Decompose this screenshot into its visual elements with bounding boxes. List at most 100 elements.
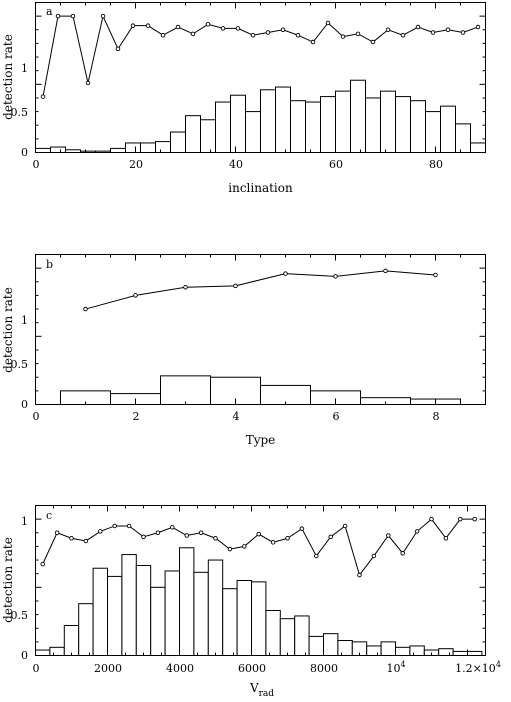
- histogram-bar: [410, 100, 426, 153]
- panel-b-label: b: [46, 258, 53, 271]
- detection-rate-point: [400, 550, 405, 556]
- histogram-bar: [179, 547, 195, 656]
- panel-b-y-tick-label: 0: [21, 398, 28, 411]
- detection-rate-point: [112, 523, 117, 529]
- detection-rate-point: [414, 529, 420, 534]
- detection-rate-point: [69, 535, 74, 541]
- detection-rate-point: [371, 553, 377, 559]
- detection-rate-line: [42, 518, 475, 577]
- histogram-bar: [236, 580, 253, 656]
- detection-rate-point: [256, 531, 261, 537]
- detection-rate-point: [475, 24, 481, 30]
- histogram-bar: [275, 86, 291, 153]
- panel-a-x-tick-label: 40: [229, 158, 243, 171]
- panel-b-x-tick-label: 2: [133, 410, 140, 423]
- detection-rate-point: [54, 530, 60, 536]
- panel-c: c Vrad detection rate 0 0.5 1 0 2000 400…: [1, 505, 501, 699]
- detection-rate-point: [472, 516, 477, 522]
- detection-rate-point: [83, 306, 88, 312]
- histogram-bar: [350, 79, 366, 153]
- histogram-bar: [470, 142, 486, 153]
- histogram-bar: [135, 565, 152, 656]
- histogram-bar: [335, 90, 351, 153]
- panel-c-x-tick-label: 2000: [94, 662, 122, 675]
- panel-a-x-tick-label: 20: [129, 158, 143, 171]
- panel-c-y-tick-label: 1: [21, 515, 28, 528]
- detection-rate-point: [355, 31, 361, 37]
- detection-rate-point: [370, 39, 376, 45]
- panel-a-x-tick-label: 80: [429, 158, 443, 171]
- detection-rate-point: [460, 30, 466, 35]
- detection-rate-point: [183, 284, 188, 290]
- panel-c-x-tick-label: 1.2×104: [455, 660, 501, 675]
- detection-rate-point: [220, 26, 226, 31]
- detection-rate-point: [70, 13, 76, 19]
- detection-rate-point: [233, 283, 238, 289]
- histogram-bar: [337, 640, 353, 656]
- histogram-bar: [49, 646, 65, 656]
- histogram-bar: [294, 615, 310, 656]
- detection-rate-point: [357, 572, 362, 578]
- detection-rate-point: [126, 523, 132, 529]
- histogram-bar: [121, 554, 137, 656]
- panel-b-marks: [60, 268, 461, 406]
- panel-c-x-tick-label: 104: [386, 660, 405, 675]
- panel-b-y-tick-label: 1: [21, 314, 28, 327]
- histogram-bar: [35, 147, 51, 153]
- detection-rate-point: [190, 31, 196, 37]
- detection-rate-point: [155, 530, 161, 536]
- detection-rate-point: [265, 30, 271, 35]
- detection-rate-point: [175, 24, 181, 30]
- histogram-bar: [170, 131, 186, 154]
- panel-c-frame: [35, 505, 486, 656]
- panel-c-x-tick-label: 8000: [310, 662, 338, 675]
- detection-rate-point: [198, 530, 204, 536]
- detection-rate-point: [280, 27, 286, 33]
- panel-c-x-tick-label: 4000: [166, 662, 194, 675]
- detection-rate-point: [213, 535, 218, 541]
- histogram-bar: [222, 588, 238, 657]
- detection-rate-point: [235, 26, 241, 31]
- panel-c-x-tick-label: 6000: [238, 662, 266, 675]
- detection-rate-point: [383, 268, 388, 274]
- histogram-bar: [290, 100, 306, 153]
- detection-rate-line: [42, 14, 479, 97]
- histogram-bar: [107, 575, 123, 657]
- histogram-bar: [323, 633, 339, 657]
- detection-rate-point: [98, 529, 103, 534]
- detection-rate-point: [314, 553, 319, 559]
- histogram-bar: [50, 146, 66, 154]
- histogram-bar: [125, 142, 141, 153]
- panel-a-y-tick-label: 0: [21, 146, 28, 159]
- histogram-bar: [200, 119, 216, 153]
- histogram-bar: [110, 147, 126, 153]
- histogram-bar: [425, 111, 441, 154]
- detection-rate-point: [160, 32, 166, 38]
- panel-c-y-tick-label: 0: [21, 649, 28, 662]
- detection-rate-point: [141, 534, 146, 540]
- histogram-bar: [185, 115, 201, 153]
- detection-rate-point: [328, 534, 333, 540]
- histogram-bar: [409, 645, 425, 656]
- detection-rate-point: [400, 32, 406, 38]
- panel-a-x-tick-label: 0: [33, 158, 40, 171]
- histogram-bar: [140, 142, 156, 153]
- histogram-bar: [164, 570, 181, 656]
- histogram-bar: [365, 97, 381, 153]
- detection-rate-point: [227, 546, 233, 552]
- detection-rate-point: [115, 46, 121, 52]
- histogram-bar: [265, 610, 281, 656]
- detection-rate-point: [250, 32, 256, 38]
- histogram-bar: [251, 581, 267, 657]
- panel-b: b Type detection rate 0 0.5 1 0 2 4 6 8: [1, 254, 486, 447]
- histogram-bar: [78, 603, 94, 657]
- histogram-bar: [35, 649, 51, 657]
- detection-rate-line: [85, 270, 436, 310]
- panel-b-x-tick-label: 6: [333, 410, 340, 423]
- panel-a-y-axis-label: detection rate: [1, 34, 15, 120]
- histogram-bar: [230, 94, 246, 153]
- detection-rate-point: [310, 39, 316, 45]
- histogram-bar: [395, 96, 411, 154]
- panel-b-y-tick-label: 0.5: [11, 358, 29, 371]
